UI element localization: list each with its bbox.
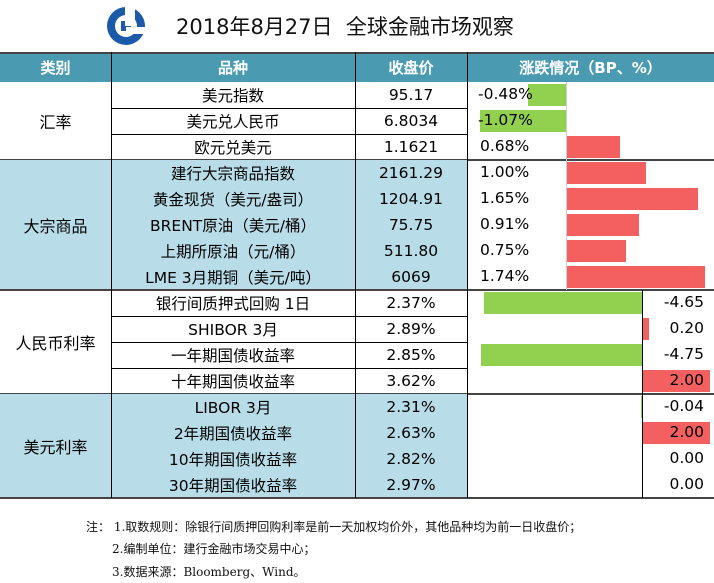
change-value: 2.00 [669, 423, 704, 441]
change-bar-negative [480, 344, 642, 366]
row-close: 2.63% [355, 420, 467, 446]
row-close: 2.37% [386, 294, 436, 312]
change-value: -4.75 [663, 345, 704, 363]
header-name: 品种 [111, 52, 355, 82]
category-label: 人民币利率 [15, 334, 96, 353]
col-divider [355, 52, 356, 498]
change-value: 0.91% [480, 215, 530, 233]
ccb-logo-icon [107, 6, 147, 45]
change-bar-positive [566, 214, 639, 236]
row-divider [111, 342, 467, 343]
row-close: 2.97% [355, 472, 467, 498]
table-top-border [0, 52, 714, 54]
change-value: 1.65% [480, 189, 530, 207]
row-close: 2.85% [386, 346, 436, 364]
row-close: 2161.29 [355, 160, 467, 186]
row-name: LME 3月期铜（美元/吨） [111, 264, 355, 290]
title-bar: 2018年8月27日 全球金融市场观察 [0, 0, 714, 52]
row-close: 75.75 [355, 212, 467, 238]
category-label: 美元利率 [0, 394, 111, 498]
row-name: 美元兑人民币 [186, 113, 280, 131]
change-bar-positive [642, 370, 710, 392]
change-bar-positive [642, 422, 710, 444]
row-name: 30年期国债收益率 [111, 472, 355, 498]
row-divider [111, 368, 467, 369]
row-name: 一年期国债收益率 [170, 347, 295, 365]
row-divider [111, 316, 467, 317]
change-value: 0.00 [669, 475, 704, 493]
header-close: 收盘价 [355, 52, 467, 82]
change-value: 1.00% [480, 163, 530, 181]
row-name: 美元指数 [201, 87, 264, 105]
row-name: 10年期国债收益率 [111, 446, 355, 472]
change-value: -0.04 [663, 397, 704, 415]
row-name: SHIBOR 3月 [188, 321, 278, 339]
col-divider [111, 52, 112, 498]
change-value: -0.48% [478, 85, 533, 103]
change-value: 0.75% [480, 241, 530, 259]
title-date: 2018年8月27日 [176, 15, 333, 39]
category-label: 大宗商品 [0, 160, 111, 290]
row-name: 欧元兑美元 [194, 139, 272, 157]
change-value: -4.65 [663, 293, 704, 311]
row-close: 2.31% [355, 394, 467, 420]
row-close: 2.82% [355, 446, 467, 472]
row-close: 2.89% [386, 320, 436, 338]
row-name: BRENT原油（美元/桶） [111, 212, 355, 238]
row-name: LIBOR 3月 [111, 394, 355, 420]
row-name: 黄金现货（美元/盎司） [111, 186, 355, 212]
change-bar-negative [640, 396, 642, 418]
row-close: 1.1621 [383, 138, 439, 156]
category-label: 汇率 [39, 113, 72, 132]
footnote-1: 注： 1.取数规则：除银行间质押回购利率是前一天加权均价外，其他品种均为前一日收… [86, 520, 582, 534]
footnote-3: 3.数据来源：Bloomberg、Wind。 [112, 565, 306, 579]
row-close: 1204.91 [355, 186, 467, 212]
row-close: 6069 [355, 264, 467, 290]
bp-zero-line [642, 290, 643, 498]
footnote-2: 2.编制单位：建行金融市场交易中心； [112, 542, 316, 556]
change-bar-positive [642, 318, 649, 340]
change-value: 1.74% [480, 267, 530, 285]
row-name: 2年期国债收益率 [111, 420, 355, 446]
change-bar-positive [566, 266, 706, 288]
row-divider [111, 134, 467, 135]
section-divider [0, 289, 714, 291]
change-bar-positive [566, 162, 646, 184]
change-value: 0.00 [669, 449, 704, 467]
row-close: 95.17 [388, 86, 434, 104]
change-bar-positive [566, 240, 626, 262]
header-category: 类别 [0, 52, 111, 82]
page-title: 2018年8月27日 全球金融市场观察 [176, 11, 514, 41]
row-name: 建行大宗商品指数 [111, 160, 355, 186]
row-close: 3.62% [386, 372, 436, 390]
row-name: 十年期国债收益率 [170, 373, 295, 391]
header-change: 涨跌情况（BP、%） [467, 52, 714, 82]
change-value: 0.20 [669, 319, 704, 337]
row-close: 511.80 [355, 238, 467, 264]
change-bar-negative [480, 110, 566, 132]
title-spacer [333, 15, 346, 39]
change-bar-positive [566, 136, 621, 158]
change-bar-negative [483, 292, 642, 314]
pct-zero-line [566, 82, 567, 290]
change-value: -1.07% [478, 111, 533, 129]
change-bar-negative [527, 84, 566, 106]
row-divider [111, 108, 467, 109]
title-text: 全球金融市场观察 [345, 15, 514, 39]
row-name: 银行间质押式回购 1日 [155, 295, 311, 313]
change-value: 0.68% [480, 137, 530, 155]
change-bar-positive [566, 188, 698, 210]
section-divider [0, 497, 714, 499]
row-name: 上期所原油（元/桶） [111, 238, 355, 264]
change-value: 2.00 [669, 371, 704, 389]
market-table: 类别 品种 收盘价 涨跌情况（BP、%） 汇率 美元指数 95.17 -0.48% 美元… [0, 52, 714, 515]
col-divider [467, 52, 468, 498]
row-close: 6.8034 [383, 112, 439, 130]
